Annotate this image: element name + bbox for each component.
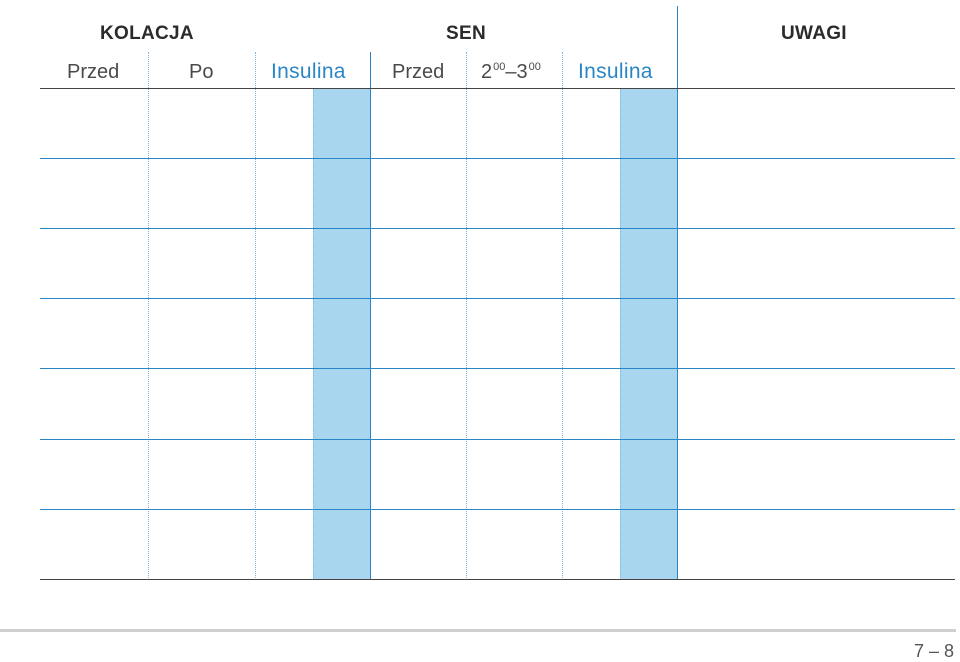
header-uwagi: UWAGI xyxy=(781,23,847,44)
time-minutes-start: 00 xyxy=(493,61,506,73)
column-divider xyxy=(466,52,467,580)
table-bottom-rule xyxy=(40,579,955,581)
row-line xyxy=(40,509,955,510)
subheader-sen-insulina: Insulina xyxy=(578,60,653,83)
subheader-sen-przed: Przed xyxy=(392,61,445,83)
row-line xyxy=(40,439,955,440)
time-minutes-end: 00 xyxy=(528,61,541,73)
row-line xyxy=(40,368,955,369)
column-divider-solid xyxy=(370,52,371,580)
subheader-kolacja-przed: Przed xyxy=(67,61,120,83)
row-line xyxy=(40,228,955,229)
insulina-column-shade-kolacja xyxy=(313,88,370,580)
column-divider xyxy=(255,52,256,580)
uwagi-divider xyxy=(677,6,678,580)
page-number: 7 – 8 xyxy=(914,641,955,661)
subheader-kolacja-insulina: Insulina xyxy=(271,60,346,83)
column-divider xyxy=(562,52,563,580)
time-separator-end-hour: –3 xyxy=(505,61,528,83)
footer-rule xyxy=(0,629,956,632)
row-line xyxy=(40,158,955,159)
column-divider xyxy=(313,88,314,580)
header-sen: SEN xyxy=(446,23,486,44)
column-divider xyxy=(620,88,621,580)
column-divider xyxy=(148,52,149,580)
row-line xyxy=(40,298,955,299)
header-kolacja: KOLACJA xyxy=(100,23,194,44)
subheader-sen-time: 200–300 xyxy=(481,61,541,84)
insulina-column-shade-sen xyxy=(620,88,677,580)
table-top-rule xyxy=(40,88,955,90)
subheader-kolacja-po: Po xyxy=(189,61,214,83)
time-hour-start: 2 xyxy=(481,61,493,83)
